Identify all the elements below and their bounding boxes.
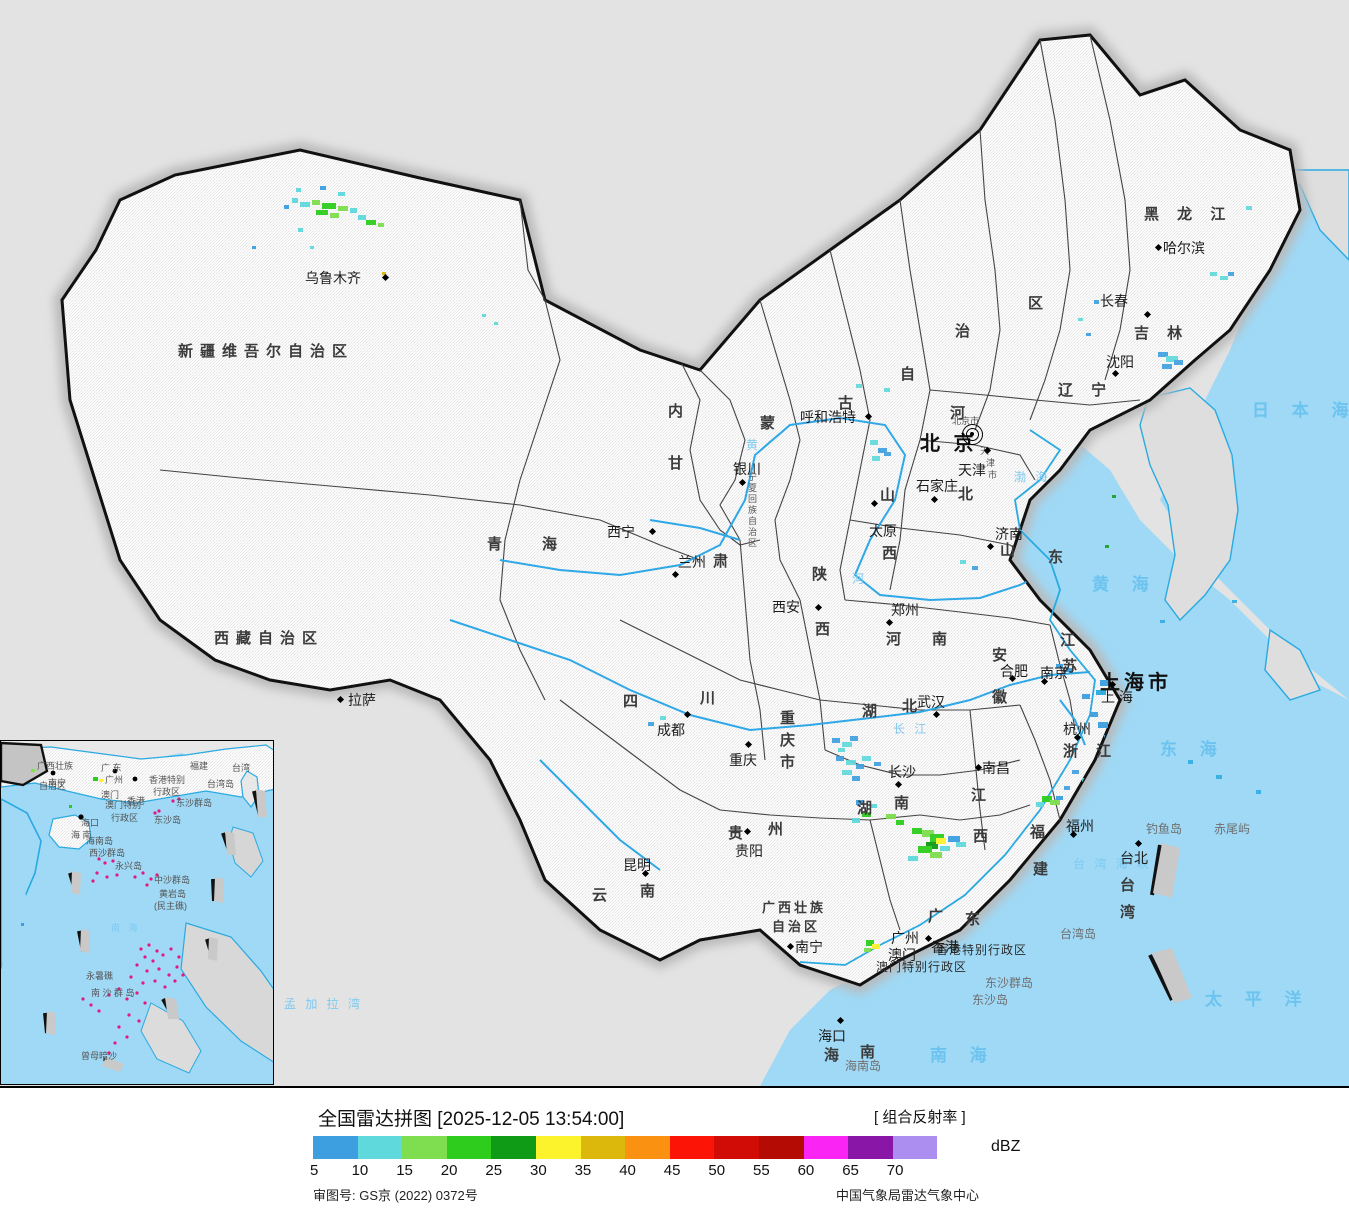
dbz-tick-20: 20: [440, 1162, 458, 1179]
sea-echoes: [1105, 495, 1261, 794]
dbz-tick-15: 15: [396, 1162, 413, 1179]
dbz-tick-55: 55: [753, 1162, 770, 1179]
beijing-capital-symbol: [962, 424, 984, 446]
dbz-tick-10: 10: [351, 1162, 369, 1179]
colorbar-swatch-20: [446, 1136, 492, 1159]
colorbar-swatch-30: [535, 1136, 581, 1159]
dbz-tick-labels: 5 10 15 20 25 30 35 40 45 50 55 60 65 70: [310, 1162, 993, 1180]
foreign-land: [1139, 169, 1349, 701]
dbz-tick-45: 45: [663, 1162, 681, 1179]
colorbar-swatch-15: [402, 1136, 447, 1159]
coastline: [799, 429, 1096, 966]
province-borders: [159, 35, 1141, 931]
inset-geometry: [1, 741, 273, 1084]
colorbar-swatch-50: [714, 1136, 759, 1159]
rivers: [449, 416, 1091, 871]
china-radar-map[interactable]: 新疆维吾尔自治区 西藏自治区青海甘肃内蒙古自治区黑 龙 江吉 林辽 宁河北山西山东…: [0, 0, 1349, 1086]
china-landmass: [60, 33, 1302, 987]
legend-title: 全国雷达拼图 [2025-12-05 13:54:00]: [318, 1109, 625, 1130]
colorbar-swatch-10: [357, 1136, 403, 1159]
legend-panel: 全国雷达拼图 [2025-12-05 13:54:00] [ 组合反射率 ] d…: [0, 1086, 1349, 1208]
dbz-tick-50: 50: [708, 1162, 726, 1179]
dash-shadow: [1152, 843, 1192, 1003]
colorbar-swatch-35: [580, 1136, 626, 1159]
dbz-tick-60: 60: [797, 1162, 815, 1179]
dbz-tick-65: 65: [842, 1162, 859, 1179]
dbz-tick-70: 70: [886, 1162, 904, 1179]
product-label: [ 组合反射率 ]: [874, 1109, 966, 1126]
dbz-colorbar[interactable]: [313, 1136, 938, 1159]
colorbar-swatch-70: [892, 1136, 938, 1159]
south-china-sea-inset[interactable]: 广西壮族 自治区广 东福建 台湾 南宁 广州 澳门 香港 香港特别 行政区 澳门特别 行政区 台湾岛东…: [0, 740, 274, 1085]
colorbar-swatch-5: [313, 1136, 358, 1159]
colorbar-swatch-60: [803, 1136, 849, 1159]
colorbar-swatch-55: [758, 1136, 804, 1159]
dbz-tick-5: 5: [310, 1162, 319, 1179]
colorbar-swatch-25: [491, 1136, 536, 1159]
colorbar-swatch-65: [848, 1136, 893, 1159]
dbz-tick-25: 25: [485, 1162, 503, 1179]
issuing-agency: 中国气象局雷达气象中心: [836, 1188, 980, 1203]
dbz-unit-label: dBZ: [991, 1138, 1021, 1155]
dbz-tick-35: 35: [574, 1162, 592, 1179]
dbz-tick-30: 30: [530, 1162, 547, 1179]
colorbar-swatch-45: [669, 1136, 715, 1159]
dbz-tick-40: 40: [619, 1162, 636, 1179]
map-approval-number: 审图号: GS京 (2022) 0372号: [313, 1188, 478, 1203]
boundary-dashes: [1148, 844, 1174, 1001]
colorbar-swatch-40: [625, 1136, 670, 1159]
